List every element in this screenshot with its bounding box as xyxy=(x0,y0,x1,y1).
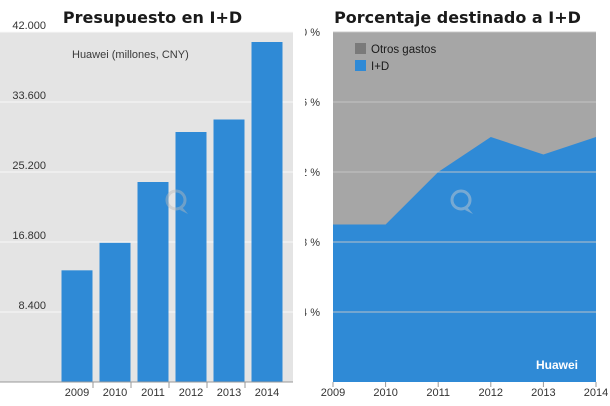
bar-x-tick-label: 2010 xyxy=(103,387,127,399)
area-gridlines xyxy=(333,31,596,313)
bar-x-tick-label: 2009 xyxy=(65,387,89,399)
area-legend: Otros gastos I+D xyxy=(355,43,436,73)
bar-series xyxy=(61,42,283,382)
legend-swatch-otros-gastos xyxy=(355,43,366,54)
area-y-tick-label: 4 % xyxy=(305,307,320,319)
bar-x-tick-label: 2013 xyxy=(217,387,241,399)
source-label: Huawei xyxy=(536,358,578,372)
bar-x-tick-label: 2014 xyxy=(255,387,279,399)
area-x-tick-label: 2012 xyxy=(479,387,503,399)
bar-2010 xyxy=(99,242,131,382)
bar-2013 xyxy=(213,119,245,382)
area-chart-title: Porcentaje destinado a I+D xyxy=(334,8,581,27)
area-x-tick-label: 2009 xyxy=(321,387,345,399)
bar-x-axis-ticks: 2009 2010 2011 2012 2013 2014 xyxy=(65,382,279,399)
bar-2014 xyxy=(251,42,283,382)
bar-2009 xyxy=(61,270,93,382)
bar-y-tick-label: 16.800 xyxy=(12,230,46,242)
legend-label-i-d: I+D xyxy=(371,61,389,73)
area-y-tick-label: 12 % xyxy=(305,167,320,179)
bar-y-tick-label: 8.400 xyxy=(18,300,46,312)
area-y-tick-label: 8 % xyxy=(305,237,320,249)
bar-y-tick-label: 33.600 xyxy=(12,90,46,102)
bar-y-tick-label: 25.200 xyxy=(12,160,46,172)
watermark-logo-right xyxy=(450,189,473,214)
area-series-i-d xyxy=(333,137,596,382)
legend-swatch-i-d xyxy=(355,60,366,71)
area-y-axis-ticks: 4 % 8 % 12 % 16 % 20 % xyxy=(305,27,320,319)
area-y-tick-label: 16 % xyxy=(305,97,320,109)
area-x-tick-label: 2014 xyxy=(584,387,608,399)
area-x-axis-ticks: 2009 2010 2011 2012 2013 2014 xyxy=(321,382,608,399)
area-y-tick-label: 20 % xyxy=(305,27,320,39)
watermark-logo-left xyxy=(165,189,188,214)
bar-2012 xyxy=(175,132,207,382)
bar-y-axis-ticks: 8.400 16.800 25.200 33.600 42.000 xyxy=(12,20,46,312)
bar-2011 xyxy=(137,182,169,382)
bar-x-tick-label: 2012 xyxy=(179,387,203,399)
bar-y-tick-label: 42.000 xyxy=(12,20,46,32)
area-x-tick-label: 2013 xyxy=(531,387,555,399)
legend-label-otros-gastos: Otros gastos xyxy=(371,44,436,56)
bar-chart-note: Huawei (millones, CNY) xyxy=(72,49,189,61)
bar-x-tick-label: 2011 xyxy=(141,387,165,399)
area-x-tick-label: 2010 xyxy=(373,387,397,399)
rd-percentage-area-chart: 4 %8 %12 %16 %20 % 200920102011201220132… xyxy=(305,27,608,399)
bar-chart-title: Presupuesto en I+D xyxy=(62,8,243,27)
area-x-tick-label: 2011 xyxy=(426,387,450,399)
